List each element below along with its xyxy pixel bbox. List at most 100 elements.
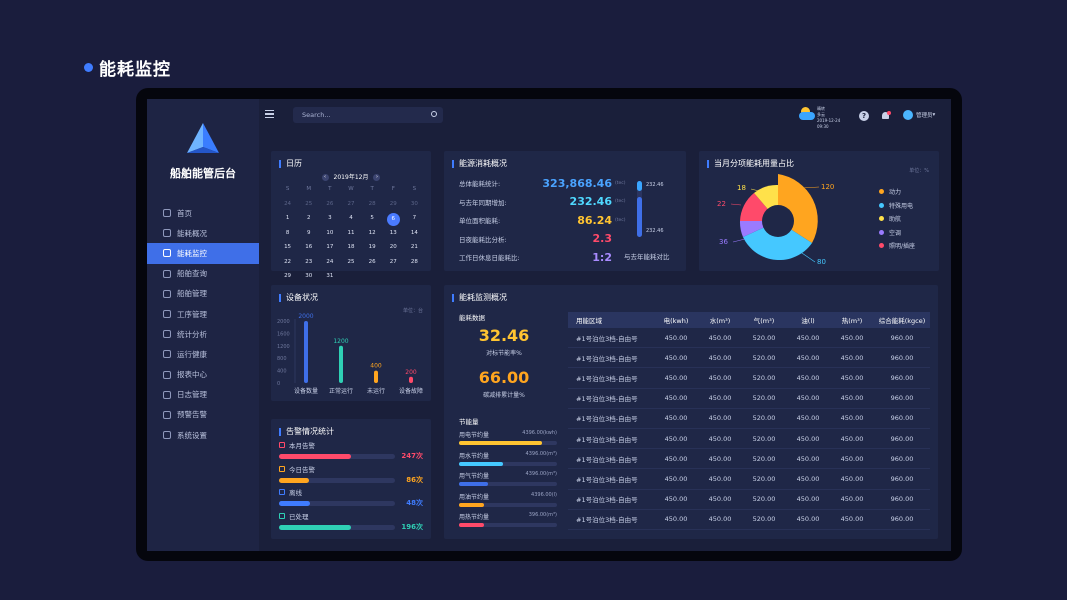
saving-row-head: 用油节约量 4396.00(l) <box>459 492 557 501</box>
calendar-day[interactable]: 12 <box>362 228 383 239</box>
calendar-day[interactable]: 8 <box>277 228 298 239</box>
sidebar-item-9[interactable]: 日志管理 <box>147 385 259 405</box>
calendar-day[interactable]: 26 <box>319 199 340 210</box>
alarm-row: 已处理 196次 <box>279 511 425 535</box>
table-cell: 520.00 <box>752 373 776 382</box>
sidebar-item-0[interactable]: 首页 <box>147 203 259 223</box>
calendar-day[interactable]: 6 <box>383 213 404 226</box>
calendar-day[interactable]: 7 <box>404 213 425 224</box>
calendar-day-number: 10 <box>326 229 334 236</box>
calendar-day[interactable]: 16 <box>298 242 319 253</box>
legend-item: 特殊用电 <box>879 199 915 213</box>
calendar-day[interactable]: 14 <box>404 228 425 239</box>
table-row[interactable]: #1号泊位3档-自由号 450.00 450.00 520.00 450.00 450.0… <box>568 328 930 349</box>
table-cell: 450.00 <box>796 434 820 443</box>
table-cell: 450.00 <box>664 495 688 504</box>
sidebar-item-2[interactable]: 能耗监控 <box>147 243 259 264</box>
calendar-day[interactable]: 20 <box>383 242 404 253</box>
sidebar-item-7[interactable]: 运行健康 <box>147 344 259 364</box>
calendar-day[interactable]: 25 <box>298 199 319 210</box>
saving-progress-fill <box>459 502 485 507</box>
table-row[interactable]: #1号泊位3档-自由号 450.00 450.00 520.00 450.00 450.0… <box>568 368 930 389</box>
energy-row-value: 86.24 <box>577 213 612 227</box>
calendar-day-number: 5 <box>370 215 374 221</box>
calendar-day[interactable]: 10 <box>319 228 340 239</box>
user-menu[interactable]: 管理员 ▾ <box>903 110 935 120</box>
table-row[interactable]: #1号泊位3档-自由号 450.00 450.00 520.00 450.00 450.0… <box>568 490 930 510</box>
calendar-day[interactable]: 27 <box>340 199 361 210</box>
calendar-day[interactable]: 24 <box>277 199 298 210</box>
table-row[interactable]: #1号泊位3档-自由号 450.00 450.00 520.00 450.00 450.0… <box>568 449 930 470</box>
calendar-day[interactable]: 28 <box>404 257 425 268</box>
search-icon[interactable] <box>431 111 437 117</box>
calendar-day[interactable]: 2 <box>298 213 319 224</box>
calendar-day[interactable]: 15 <box>277 242 298 253</box>
calendar-day[interactable]: 28 <box>362 199 383 210</box>
sidebar-item-6[interactable]: 统计分析 <box>147 324 259 344</box>
calendar-day[interactable]: 11 <box>340 228 361 239</box>
calendar-day-number: 29 <box>284 273 292 279</box>
calendar-day[interactable]: 19 <box>362 242 383 253</box>
help-icon[interactable]: ? <box>859 111 869 121</box>
user-name: 管理员 <box>916 113 933 119</box>
calendar-day[interactable]: 22 <box>277 257 298 268</box>
device-bar-category: 未运行 <box>367 387 385 395</box>
table-cell: 450.00 <box>796 373 820 382</box>
table-row[interactable]: #1号泊位3档-自由号 450.00 450.00 520.00 450.00 450.0… <box>568 469 930 490</box>
table-row[interactable]: #1号泊位3档-自由号 450.00 450.00 520.00 450.00 450.0… <box>568 409 930 429</box>
comparison-bottom-value: 232.46 <box>646 228 664 234</box>
calendar-day[interactable]: 25 <box>340 257 361 268</box>
calendar-day[interactable]: 9 <box>298 228 319 239</box>
sidebar-item-8[interactable]: 报表中心 <box>147 365 259 385</box>
calendar-day[interactable]: 18 <box>340 242 361 253</box>
sidebar-item-1[interactable]: 能耗概况 <box>147 223 259 243</box>
calendar-day[interactable]: 5 <box>362 213 383 224</box>
calendar-day[interactable]: 21 <box>404 242 425 253</box>
sidebar-item-11[interactable]: 系统设置 <box>147 425 259 445</box>
alarm-progress <box>279 454 395 459</box>
calendar-day[interactable]: 1 <box>277 213 298 224</box>
sidebar-item-label: 日志管理 <box>177 390 207 400</box>
table-cell: 450.00 <box>840 333 864 342</box>
benchmark-saving-rate: 32.46 <box>478 326 530 345</box>
calendar-day[interactable]: 31 <box>319 271 340 282</box>
calendar-day[interactable]: 29 <box>383 199 404 210</box>
calendar-day[interactable]: 30 <box>404 199 425 210</box>
calendar-day-number: 14 <box>410 229 418 236</box>
saving-value: 4396.00(m³) <box>525 450 557 457</box>
calendar-day-number: 31 <box>326 273 334 279</box>
table-cell: 450.00 <box>840 353 864 362</box>
table-row[interactable]: #1号泊位3档-自由号 450.00 450.00 520.00 450.00 450.0… <box>568 389 930 409</box>
calendar-day[interactable]: 29 <box>277 271 298 282</box>
table-cell: 450.00 <box>840 495 864 504</box>
table-column-header: 综合能耗(kgce) <box>878 317 926 325</box>
calendar-day[interactable]: 3 <box>319 213 340 224</box>
table-cell: 450.00 <box>708 495 732 504</box>
calendar-day[interactable]: 27 <box>383 257 404 268</box>
alarm-icon <box>279 465 285 472</box>
weather-line1: 晴转 <box>817 106 825 111</box>
table-row[interactable]: #1号泊位3档-自由号 450.00 450.00 520.00 450.00 450.0… <box>568 510 930 530</box>
sidebar-item-label: 工序管理 <box>177 309 207 319</box>
table-row[interactable]: #1号泊位3档-自由号 450.00 450.00 520.00 450.00 450.0… <box>568 348 930 369</box>
prev-month-icon[interactable]: ‹ <box>321 174 329 181</box>
calendar-day[interactable]: 24 <box>319 257 340 268</box>
sidebar-item-10[interactable]: 预警告警 <box>147 405 259 425</box>
energy-data-title: 能耗数据 <box>459 314 485 322</box>
table-cell: 960.00 <box>890 394 914 403</box>
calendar-day[interactable]: 4 <box>340 213 361 224</box>
sidebar-item-4[interactable]: 船舶管理 <box>147 284 259 304</box>
sidebar-item-5[interactable]: 工序管理 <box>147 304 259 324</box>
next-month-icon[interactable]: › <box>373 174 381 181</box>
calendar-day[interactable]: 30 <box>298 271 319 282</box>
calendar-day[interactable]: 17 <box>319 242 340 253</box>
search-input[interactable]: Search... <box>293 107 443 123</box>
bell-icon[interactable] <box>881 111 891 121</box>
calendar-day[interactable]: 26 <box>362 257 383 268</box>
sidebar-item-3[interactable]: 船舶查询 <box>147 264 259 284</box>
calendar-day[interactable]: 23 <box>298 257 319 268</box>
calendar-day[interactable]: 13 <box>383 228 404 239</box>
menu-icon[interactable] <box>265 110 274 118</box>
calendar-day-number: 27 <box>389 258 397 265</box>
table-row[interactable]: #1号泊位3档-自由号 450.00 450.00 520.00 450.00 450.0… <box>568 429 930 450</box>
